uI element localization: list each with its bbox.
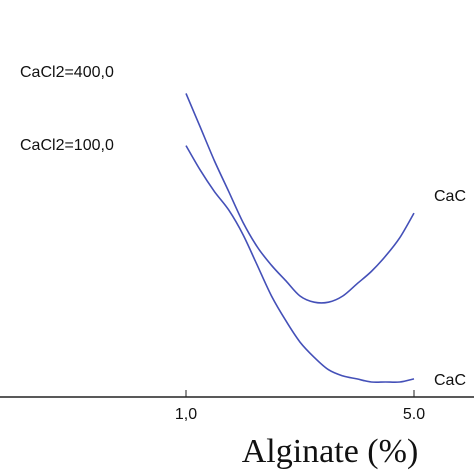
- series-line-0: [185, 93, 415, 304]
- x-axis-title: Alginate (%): [242, 433, 419, 470]
- series-end-label-100: CaC: [434, 372, 466, 389]
- series-label-100: CaCl2=100,0: [20, 137, 114, 154]
- x-tick-label: 5.0: [403, 406, 425, 423]
- x-tick-label: 1,0: [175, 406, 197, 423]
- series-layer: [185, 93, 415, 384]
- series-line-1: [185, 145, 415, 384]
- series-end-label-400: CaC: [434, 188, 466, 205]
- series-label-400: CaCl2=400,0: [20, 64, 114, 81]
